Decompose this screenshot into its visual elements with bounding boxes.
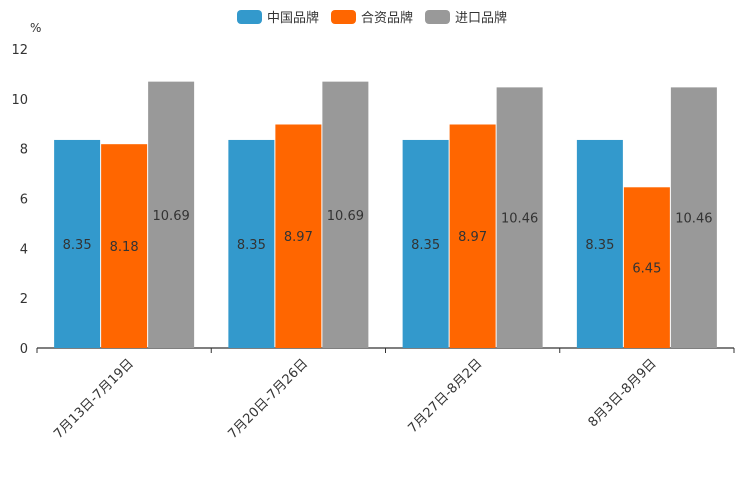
y-tick-label: 12 <box>11 43 28 58</box>
bar[interactable] <box>228 139 275 348</box>
y-axis-unit-label: % <box>30 21 42 35</box>
bar-data-label: 8.97 <box>284 230 313 245</box>
bar[interactable] <box>54 139 101 348</box>
bar[interactable] <box>322 81 369 348</box>
legend-item-joint-venture-brand[interactable]: 合资品牌 <box>330 7 413 26</box>
bar-data-label: 10.46 <box>501 212 538 227</box>
bar[interactable] <box>623 187 670 348</box>
legend-swatch-joint-venture-brand <box>330 9 356 24</box>
legend-swatch-import-brand <box>425 9 450 24</box>
bar-data-label: 8.35 <box>585 238 614 253</box>
bar[interactable] <box>148 81 195 348</box>
bar[interactable] <box>576 139 623 348</box>
bar-data-label: 8.35 <box>63 238 92 253</box>
bar[interactable] <box>101 144 148 348</box>
legend-label-import-brand: 进口品牌 <box>455 11 508 26</box>
bar-data-label: 8.97 <box>458 230 487 245</box>
y-tick-label: 10 <box>11 93 28 108</box>
bar-data-label: 6.45 <box>632 262 661 277</box>
bar[interactable] <box>275 124 322 348</box>
bar-data-label: 10.69 <box>153 209 190 224</box>
y-tick-label: 2 <box>20 292 28 307</box>
bar-data-label: 10.69 <box>327 209 364 224</box>
y-tick-label: 6 <box>20 193 28 208</box>
legend-swatch-china-brand <box>236 9 262 24</box>
y-tick-label: 0 <box>20 342 28 357</box>
legend-label-china-brand: 中国品牌 <box>266 11 319 26</box>
bar[interactable] <box>670 87 717 348</box>
legend-item-china-brand[interactable]: 中国品牌 <box>236 7 319 26</box>
x-category-label: 7月13日-7月19日 <box>51 356 137 442</box>
bar-data-label: 8.35 <box>237 238 266 253</box>
chart-legend: 中国品牌 合资品牌 进口品牌 <box>0 7 744 26</box>
x-category-label: 8月3日-8月9日 <box>586 356 660 430</box>
legend-label-joint-venture-brand: 合资品牌 <box>360 11 413 26</box>
x-category-label: 7月27日-8月2日 <box>406 356 486 436</box>
y-tick-label: 8 <box>20 143 28 158</box>
legend-item-import-brand[interactable]: 进口品牌 <box>425 7 507 26</box>
y-tick-label: 4 <box>20 242 28 257</box>
bar-data-label: 8.18 <box>110 240 139 255</box>
x-category-label: 7月20日-7月26日 <box>225 356 311 442</box>
bar-data-label: 8.35 <box>411 238 440 253</box>
bar[interactable] <box>449 124 496 348</box>
bar[interactable] <box>402 139 449 348</box>
bar[interactable] <box>496 87 543 348</box>
bar-data-label: 10.46 <box>675 212 712 227</box>
